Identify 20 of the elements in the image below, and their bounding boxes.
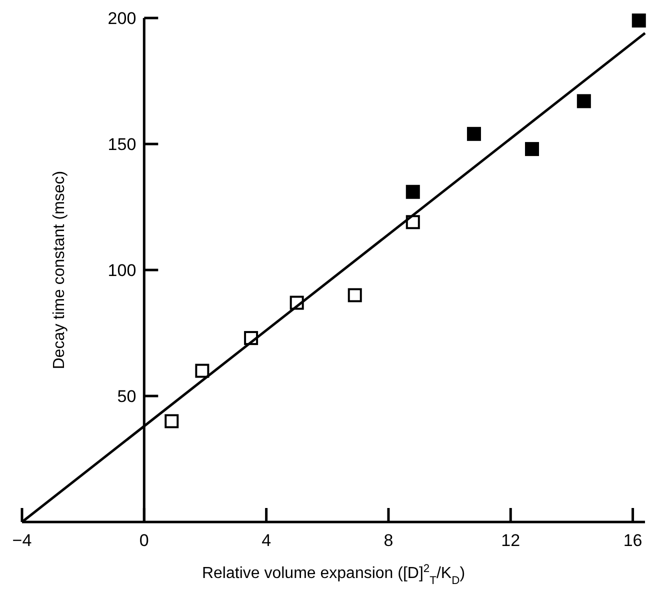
y-tick-label: 50: [117, 387, 136, 406]
x-tick-label: −4: [12, 531, 32, 550]
y-tick-label: 200: [108, 9, 136, 28]
point: [406, 184, 420, 199]
point: [348, 288, 362, 302]
x-tick-label: 4: [262, 531, 272, 550]
y-axis-title: Decay time constant (msec): [51, 170, 68, 370]
y-tick-label: 150: [108, 135, 136, 154]
point: [164, 414, 179, 428]
y-tick-label: 100: [108, 261, 136, 280]
x-axis-title: Relative volume expansion ([D]$^{2}$$_{T}$/K$_{D}$): [202, 563, 466, 587]
x-tick-label: 8: [384, 531, 394, 550]
x-tick-label: 0: [139, 531, 149, 550]
point: [576, 94, 591, 108]
x-tick-label: 16: [623, 531, 642, 550]
point: [466, 126, 481, 141]
x-tick-label: 12: [501, 531, 520, 550]
point: [195, 364, 210, 378]
point: [632, 14, 646, 28]
point: [525, 142, 540, 156]
